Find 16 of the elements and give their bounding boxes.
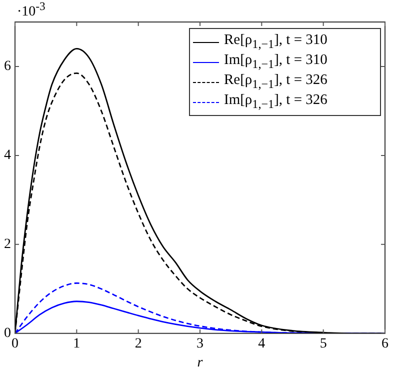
y-tick-label: 0 — [4, 326, 11, 342]
legend-label: Im[ρ$_{1,−1}$], t = 310 — [224, 52, 328, 72]
x-tick-label: 2 — [134, 336, 142, 352]
x-tick-label: 3 — [196, 336, 204, 352]
x-tick-label: 4 — [258, 336, 266, 352]
legend-label: Re[ρ$_{1,−1}$], t = 326 — [224, 72, 328, 92]
x-tick-label: 1 — [73, 336, 80, 352]
legend-label: Im[ρ$_{1,−1}$], t = 326 — [224, 92, 328, 112]
text: ·10$^{-3}$ — [17, 0, 46, 21]
legend-label: Re[ρ$_{1,−1}$], t = 310 — [224, 32, 328, 52]
y-tick-label: 4 — [4, 148, 11, 164]
x-tick-label: 6 — [382, 336, 388, 352]
x-tick-label: 5 — [320, 336, 327, 352]
x-axis-title: r — [197, 355, 204, 370]
y-tick-label: 6 — [4, 59, 11, 74]
y-tick-label: 2 — [4, 237, 11, 252]
